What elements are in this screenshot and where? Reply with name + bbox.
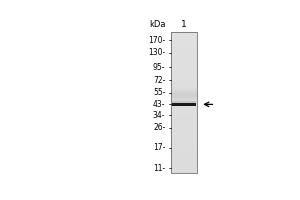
Text: kDa: kDa	[149, 20, 165, 29]
Text: 130-: 130-	[148, 48, 165, 57]
Text: 170-: 170-	[148, 36, 165, 45]
Bar	[172, 103, 196, 104]
Text: 1: 1	[181, 20, 187, 29]
Text: 43-: 43-	[153, 100, 165, 109]
Text: 26-: 26-	[153, 123, 165, 132]
Text: 95-: 95-	[153, 63, 165, 72]
Bar	[171, 32, 197, 173]
Text: 17-: 17-	[153, 143, 165, 152]
Text: 55-: 55-	[153, 88, 165, 97]
Bar	[172, 101, 196, 103]
Bar	[172, 103, 196, 106]
Text: 72-: 72-	[153, 76, 165, 85]
Text: 34-: 34-	[153, 111, 165, 120]
Text: 11-: 11-	[153, 164, 165, 173]
